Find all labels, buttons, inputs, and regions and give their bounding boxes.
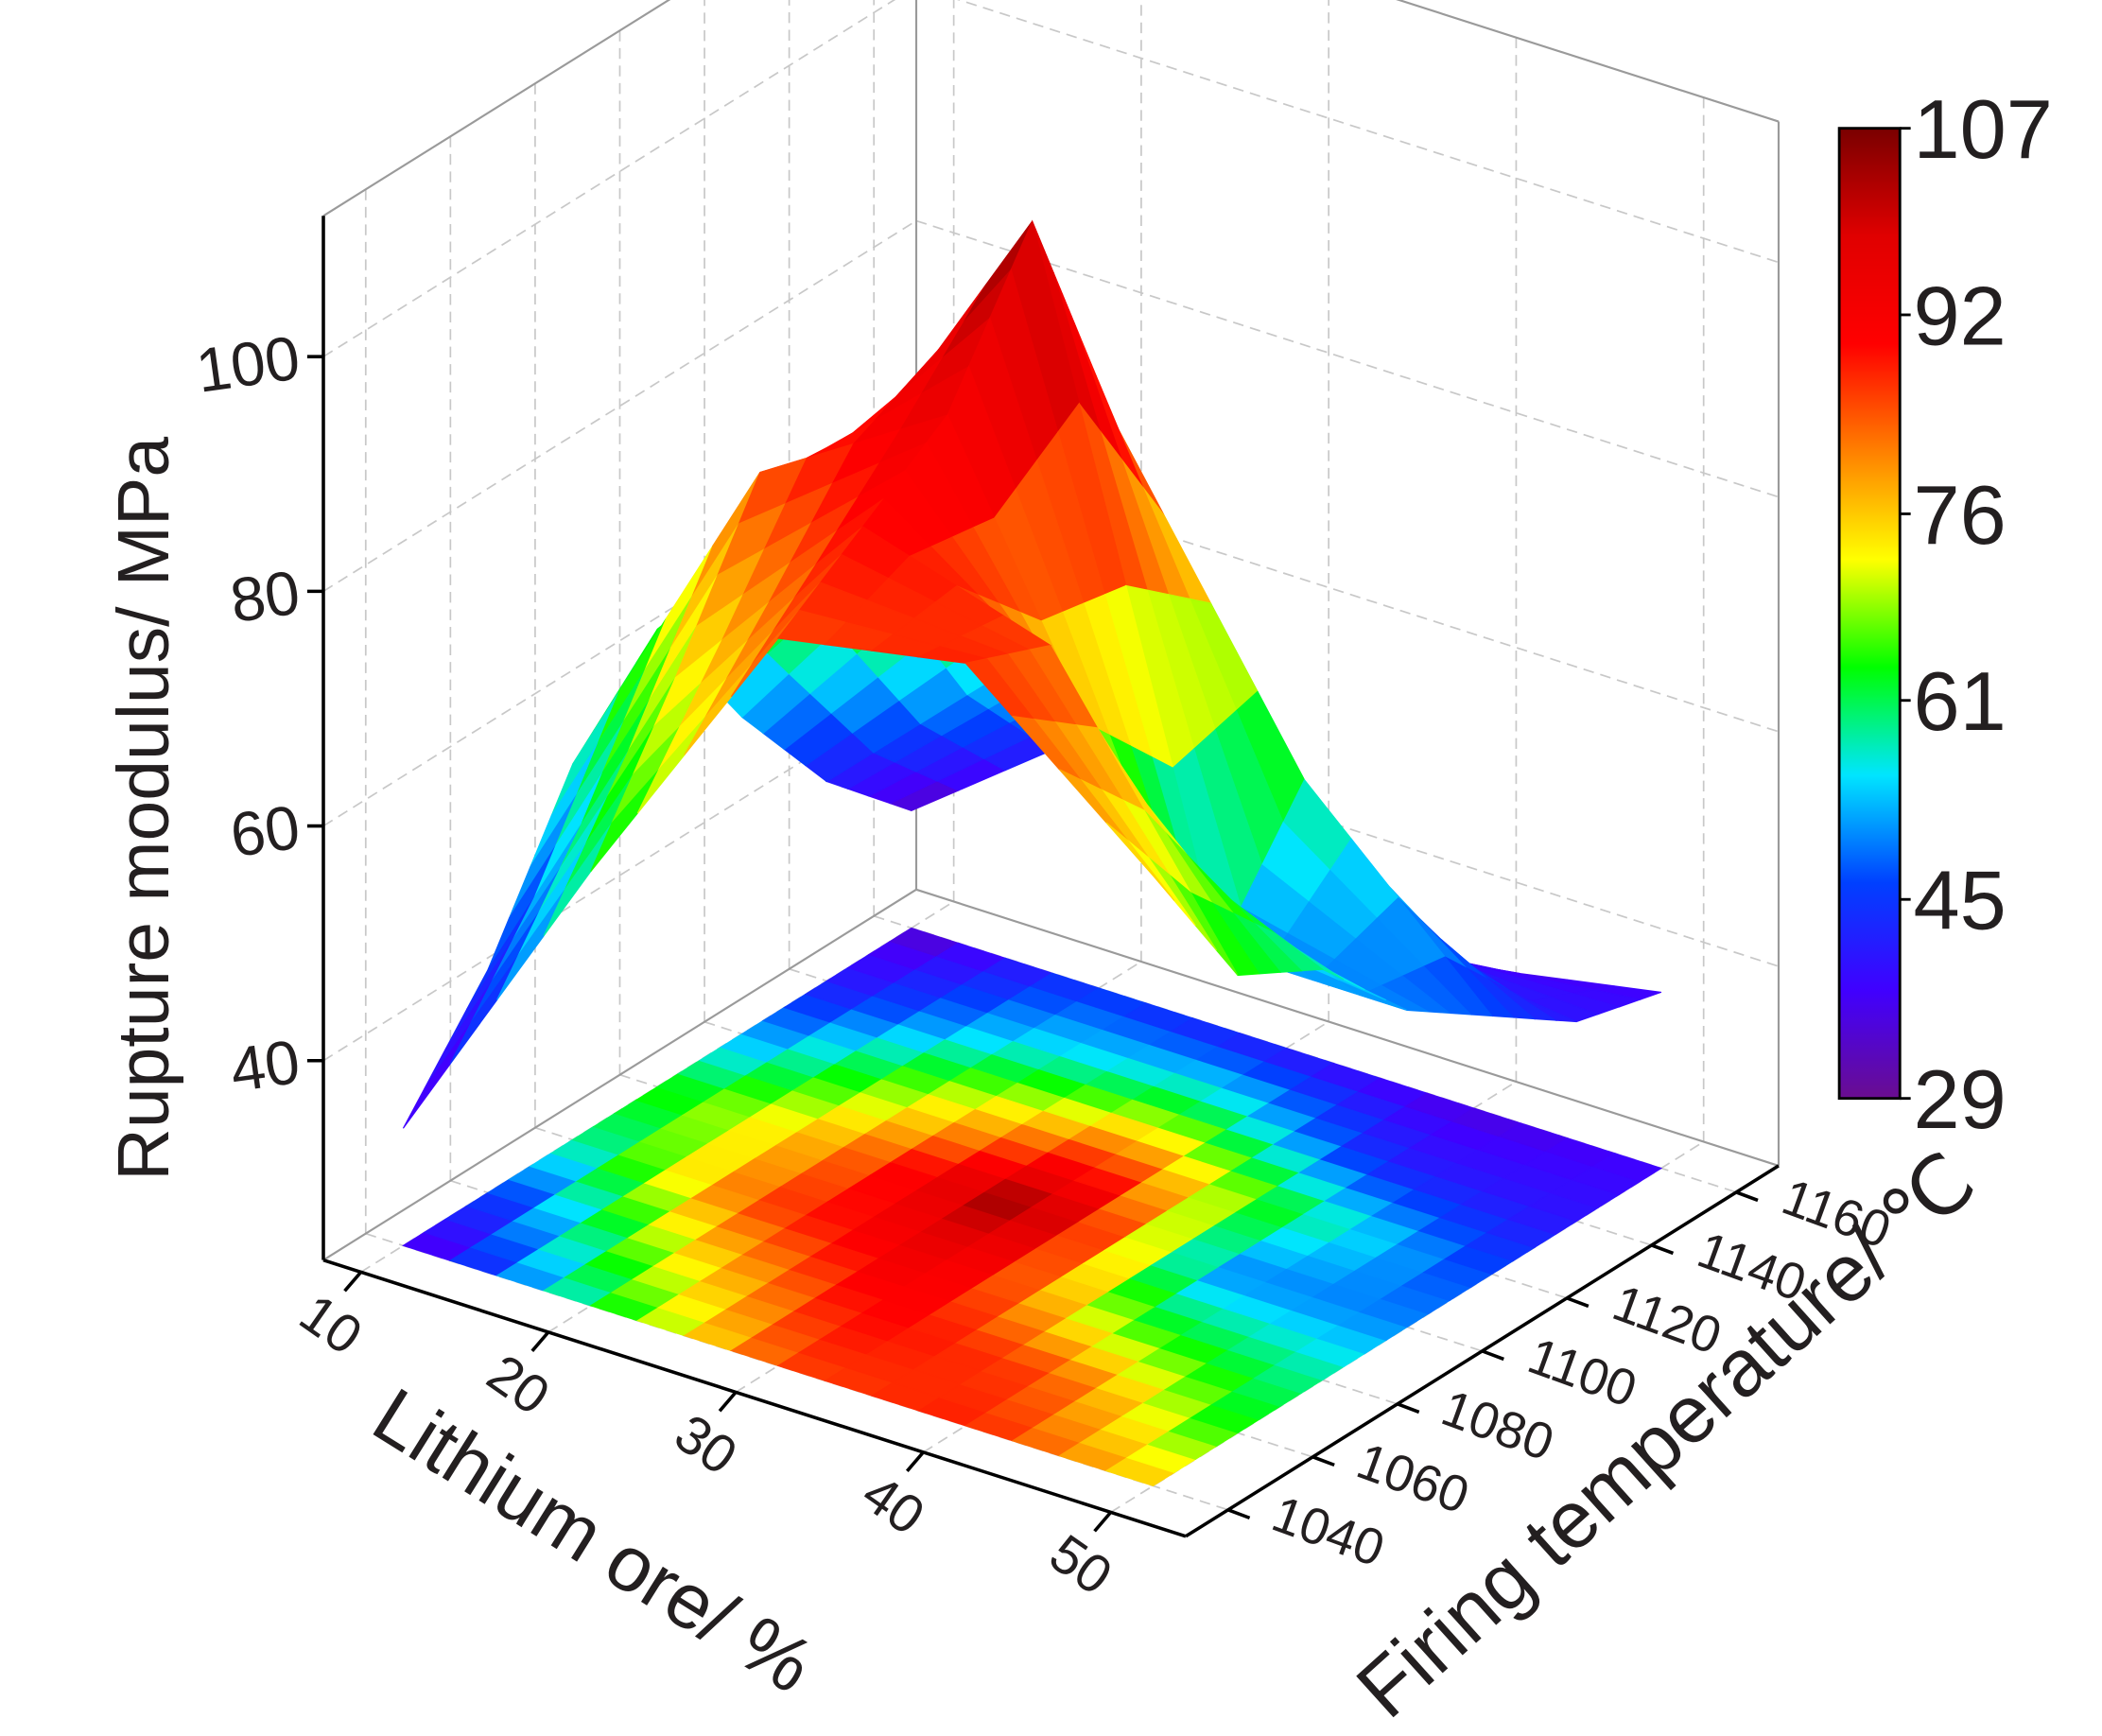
grid-line [322,0,896,357]
x-axis [322,1258,1187,1538]
y-tick [1227,1508,1251,1520]
box-edge [322,0,671,217]
grid-line [915,219,1780,498]
z-tick-label: 40 [226,1027,304,1104]
y-tick-label: 1100 [1520,1328,1643,1418]
x-tick [718,1391,738,1413]
colorbar-tick-label: 92 [1913,269,2006,362]
floor [402,927,1663,1487]
x-axis-label: Lithium ore/ % [358,1371,828,1710]
surface-cell [1105,822,1175,901]
surface-cell [444,938,514,1050]
surface-cell [402,1021,472,1129]
y-tick [1481,1349,1504,1362]
x-tick-label: 10 [288,1283,373,1367]
y-tick-label: 1060 [1349,1432,1476,1525]
y-tick [1735,1190,1759,1203]
surface-cell [424,980,494,1089]
colorbar [1837,127,1902,1101]
x-tick-label: 20 [477,1343,561,1427]
z-tick-label: 60 [226,792,304,870]
surface [402,219,1662,1129]
z-tick-label: 100 [192,322,304,406]
contour-cell [1591,1153,1663,1183]
grid-line [322,219,917,593]
colorbar-tick-label: 29 [1913,1052,2006,1146]
grid-line [915,689,1780,967]
y-tick [1651,1243,1675,1256]
x-tick-label: 40 [851,1463,935,1547]
box-edge [1396,0,1780,123]
grid-line [956,0,1780,264]
y-tick-label: 1040 [1265,1485,1392,1578]
y-tick-label: 1080 [1434,1380,1561,1472]
y-tick [1312,1455,1335,1467]
box-edge [322,888,917,1261]
y-tick [1566,1296,1590,1309]
x-tick [905,1450,925,1473]
x-tick [530,1330,550,1352]
colorbar-tick-label: 61 [1913,654,2006,748]
surface-cell [449,955,519,1065]
x-tick-label: 30 [664,1403,748,1487]
colorbar-tick-label: 45 [1913,854,2006,947]
box-edge [915,888,1780,1167]
x-tick-label: 50 [1039,1523,1123,1607]
grid-line [915,454,1780,733]
y-tick [1397,1402,1420,1415]
colorbar-tick-label: 76 [1913,468,2006,562]
colorbar-tick-label: 107 [1913,82,2052,176]
x-tick [343,1271,363,1293]
z-tick-label: 80 [226,558,304,635]
x-tick [1093,1511,1113,1533]
z-axis-label: Rupture modulus/ MPa [103,437,184,1181]
